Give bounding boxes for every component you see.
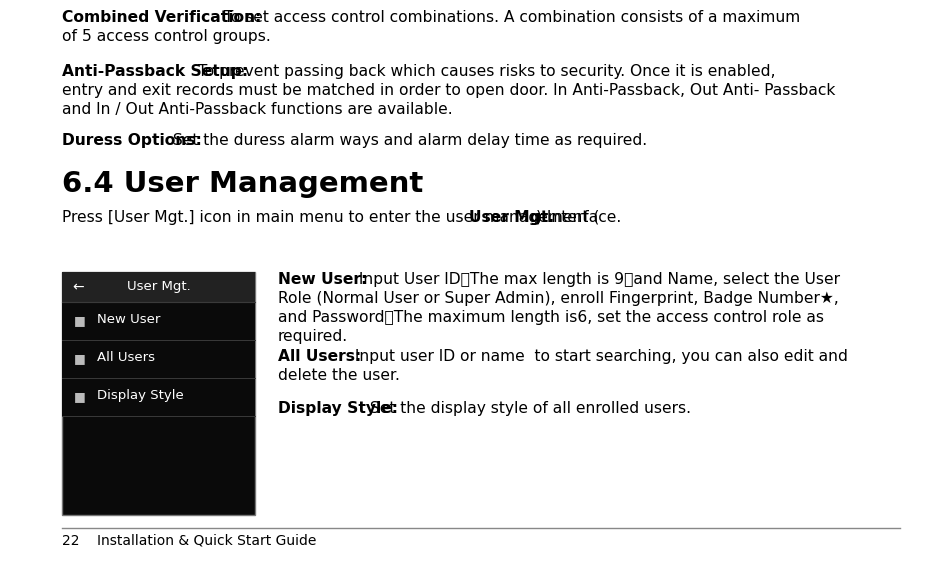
Text: Set the display style of all enrolled users.: Set the display style of all enrolled us… <box>364 401 690 416</box>
Text: entry and exit records must be matched in order to open door. In Anti-Passback, : entry and exit records must be matched i… <box>62 83 834 98</box>
Text: of 5 access control groups.: of 5 access control groups. <box>62 29 271 44</box>
Text: Display Style:: Display Style: <box>278 401 397 416</box>
Text: Duress Options:: Duress Options: <box>62 133 202 148</box>
Text: ■: ■ <box>74 314 86 327</box>
Text: ■: ■ <box>74 390 86 403</box>
Text: 6.4 User Management: 6.4 User Management <box>62 170 423 198</box>
FancyBboxPatch shape <box>62 302 255 340</box>
Text: Anti-Passback Setup:: Anti-Passback Setup: <box>62 64 248 79</box>
Text: ) Interface.: ) Interface. <box>536 210 621 225</box>
Text: delete the user.: delete the user. <box>278 368 399 383</box>
Text: Input user ID or name  to start searching, you can also edit and: Input user ID or name to start searching… <box>349 349 847 364</box>
Text: ←: ← <box>72 280 83 294</box>
FancyBboxPatch shape <box>62 272 255 515</box>
Text: 22    Installation & Quick Start Guide: 22 Installation & Quick Start Guide <box>62 534 316 548</box>
Text: Combined Verification:: Combined Verification: <box>62 10 261 25</box>
Text: New User: New User <box>97 313 160 326</box>
Text: required.: required. <box>278 329 347 344</box>
Text: ■: ■ <box>74 352 86 365</box>
Text: Set the duress alarm ways and alarm delay time as required.: Set the duress alarm ways and alarm dela… <box>168 133 647 148</box>
Text: Display Style: Display Style <box>97 389 183 402</box>
Text: To set access control combinations. A combination consists of a maximum: To set access control combinations. A co… <box>219 10 800 25</box>
Text: Input User ID（The max length is 9）and Name, select the User: Input User ID（The max length is 9）and Na… <box>354 272 839 287</box>
FancyBboxPatch shape <box>62 340 255 378</box>
FancyBboxPatch shape <box>62 272 255 302</box>
Text: Role (Normal User or Super Admin), enroll Fingerprint, Badge Number★,: Role (Normal User or Super Admin), enrol… <box>278 291 838 306</box>
Text: To prevent passing back which causes risks to security. Once it is enabled,: To prevent passing back which causes ris… <box>193 64 775 79</box>
Text: and Password（The maximum length is6, set the access control role as: and Password（The maximum length is6, set… <box>278 310 823 325</box>
Text: New User:: New User: <box>278 272 367 287</box>
Text: All Users:: All Users: <box>278 349 361 364</box>
Text: All Users: All Users <box>97 351 155 364</box>
Text: User Mgt.: User Mgt. <box>126 280 190 293</box>
Text: Press [User Mgt.] icon in main menu to enter the user management (: Press [User Mgt.] icon in main menu to e… <box>62 210 598 225</box>
Text: User Mgt.: User Mgt. <box>468 210 553 225</box>
FancyBboxPatch shape <box>62 378 255 416</box>
Text: and In / Out Anti-Passback functions are available.: and In / Out Anti-Passback functions are… <box>62 102 452 117</box>
